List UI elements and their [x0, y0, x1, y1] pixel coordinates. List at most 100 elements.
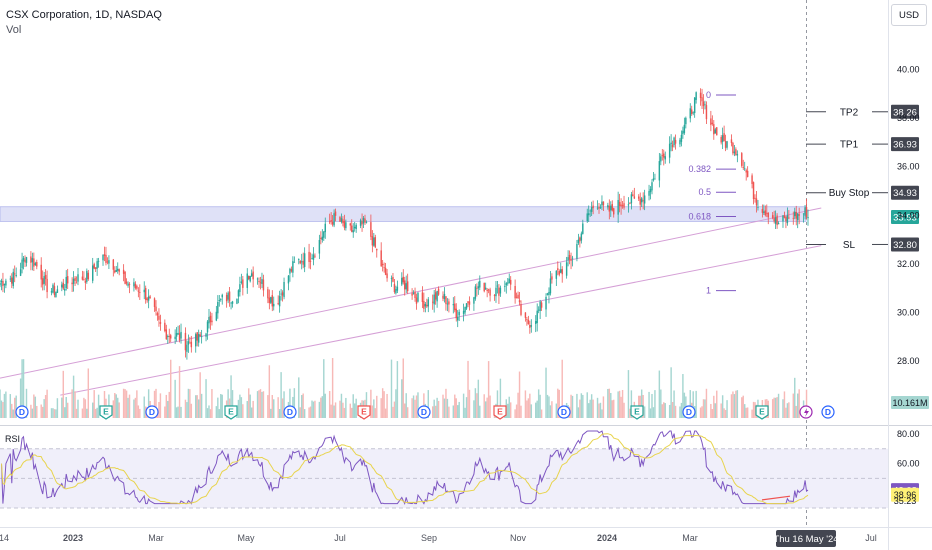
- candle-body[interactable]: [745, 170, 747, 173]
- candle-body[interactable]: [15, 275, 17, 276]
- candle-body[interactable]: [514, 285, 516, 299]
- candle-body[interactable]: [225, 294, 228, 302]
- candle-body[interactable]: [415, 297, 418, 304]
- candle-body[interactable]: [517, 294, 519, 299]
- candle-body[interactable]: [774, 217, 777, 224]
- candle-body[interactable]: [592, 205, 594, 209]
- candle-body[interactable]: [174, 336, 176, 340]
- candle-body[interactable]: [36, 262, 38, 267]
- candle-body[interactable]: [287, 275, 290, 284]
- candle-body[interactable]: [802, 213, 805, 215]
- candle-body[interactable]: [318, 239, 321, 254]
- candle-body[interactable]: [477, 286, 480, 289]
- candle-body[interactable]: [639, 198, 641, 205]
- dividend-marker-icon[interactable]: [821, 405, 835, 419]
- candle-body[interactable]: [395, 289, 397, 294]
- candle-body[interactable]: [371, 236, 374, 246]
- candle-body[interactable]: [721, 135, 724, 143]
- candle-body[interactable]: [417, 292, 419, 302]
- candle-body[interactable]: [180, 331, 182, 339]
- candle-body[interactable]: [498, 287, 500, 296]
- candle-body[interactable]: [93, 263, 95, 269]
- candle-body[interactable]: [487, 289, 490, 291]
- candle-body[interactable]: [77, 274, 79, 282]
- candle-body[interactable]: [571, 257, 574, 259]
- candle-body[interactable]: [381, 263, 384, 266]
- trendline[interactable]: [0, 207, 822, 379]
- candle-body[interactable]: [365, 222, 368, 224]
- candle-body[interactable]: [680, 134, 683, 142]
- candle-body[interactable]: [401, 277, 403, 285]
- candle-body[interactable]: [102, 254, 104, 261]
- candle-body[interactable]: [458, 311, 460, 316]
- candle-body[interactable]: [62, 282, 65, 289]
- candle-body[interactable]: [139, 292, 141, 293]
- rsi-ma-line[interactable]: [1, 433, 809, 505]
- candle-body[interactable]: [599, 207, 602, 209]
- candle-body[interactable]: [464, 306, 466, 313]
- candle-body[interactable]: [746, 170, 749, 177]
- candle-body[interactable]: [149, 296, 151, 299]
- candle-body[interactable]: [582, 223, 584, 234]
- candle-body[interactable]: [0, 280, 3, 283]
- candle-body[interactable]: [504, 286, 506, 287]
- candle-body[interactable]: [711, 122, 714, 124]
- candle-body[interactable]: [66, 276, 69, 284]
- candle-body[interactable]: [383, 267, 385, 269]
- rsi-divergence-line[interactable]: [761, 495, 791, 501]
- candle-body[interactable]: [345, 222, 347, 229]
- candle-body[interactable]: [632, 194, 634, 197]
- candle-body[interactable]: [321, 236, 324, 241]
- candle-body[interactable]: [670, 142, 672, 145]
- candle-body[interactable]: [702, 101, 705, 107]
- candle-body[interactable]: [414, 291, 416, 298]
- earnings-marker-icon[interactable]: [630, 405, 644, 420]
- candle-body[interactable]: [300, 261, 303, 263]
- resistance-zone[interactable]: [0, 206, 807, 222]
- candle-body[interactable]: [209, 315, 212, 323]
- candle-body[interactable]: [144, 288, 147, 300]
- candle-body[interactable]: [714, 129, 716, 134]
- candle-body[interactable]: [773, 217, 775, 222]
- candle-body[interactable]: [83, 279, 85, 281]
- candle-body[interactable]: [526, 319, 528, 320]
- candle-body[interactable]: [25, 257, 28, 263]
- candle-body[interactable]: [65, 276, 67, 289]
- candle-body[interactable]: [44, 274, 47, 280]
- candle-body[interactable]: [695, 92, 697, 100]
- candle-body[interactable]: [72, 278, 75, 284]
- dividend-marker-icon[interactable]: [557, 405, 571, 419]
- candle-body[interactable]: [499, 287, 502, 294]
- candle-body[interactable]: [43, 276, 45, 284]
- rsi-line[interactable]: [1, 430, 809, 506]
- candle-body[interactable]: [437, 288, 440, 295]
- candle-body[interactable]: [673, 137, 675, 146]
- candle-body[interactable]: [505, 283, 508, 286]
- candle-body[interactable]: [323, 231, 325, 238]
- candle-body[interactable]: [693, 97, 696, 114]
- candle-body[interactable]: [153, 298, 156, 307]
- candle-body[interactable]: [587, 213, 590, 216]
- candle-body[interactable]: [258, 280, 260, 283]
- candle-body[interactable]: [187, 341, 190, 345]
- candle-body[interactable]: [568, 254, 571, 260]
- candle-body[interactable]: [710, 118, 712, 125]
- candle-body[interactable]: [237, 290, 240, 297]
- candle-body[interactable]: [431, 301, 434, 303]
- volume-indicator-label[interactable]: Vol: [6, 24, 22, 36]
- candle-body[interactable]: [638, 196, 640, 199]
- candle-body[interactable]: [520, 304, 522, 315]
- candle-body[interactable]: [87, 272, 90, 280]
- candle-body[interactable]: [726, 141, 728, 148]
- candle-body[interactable]: [61, 284, 63, 288]
- candle-body[interactable]: [442, 295, 444, 299]
- candle-body[interactable]: [246, 273, 248, 288]
- candle-body[interactable]: [766, 212, 768, 214]
- candle-body[interactable]: [349, 223, 351, 226]
- candle-body[interactable]: [551, 276, 553, 280]
- candle-body[interactable]: [115, 269, 117, 272]
- candle-body[interactable]: [783, 215, 786, 218]
- candle-body[interactable]: [240, 281, 243, 283]
- candle-body[interactable]: [293, 261, 296, 263]
